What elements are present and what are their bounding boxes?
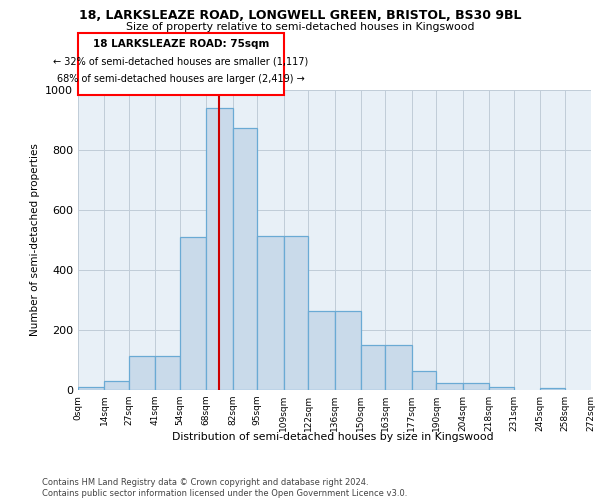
Text: Contains HM Land Registry data © Crown copyright and database right 2024.
Contai: Contains HM Land Registry data © Crown c… (42, 478, 407, 498)
Bar (361, 345, 385, 390)
Bar (257, 236, 284, 390)
Bar (335, 310, 361, 390)
Bar (385, 345, 412, 390)
Bar (233, 128, 257, 390)
Text: 18 LARKSLEAZE ROAD: 75sqm: 18 LARKSLEAZE ROAD: 75sqm (92, 38, 269, 48)
Bar (412, 370, 436, 390)
Bar (104, 381, 129, 390)
Bar (180, 237, 206, 390)
Bar (78, 387, 104, 390)
Text: Size of property relative to semi-detached houses in Kingswood: Size of property relative to semi-detach… (126, 22, 474, 32)
Bar (206, 108, 233, 390)
Text: 18, LARKSLEAZE ROAD, LONGWELL GREEN, BRISTOL, BS30 9BL: 18, LARKSLEAZE ROAD, LONGWELL GREEN, BRI… (79, 9, 521, 22)
Bar (463, 382, 489, 390)
Bar (284, 236, 308, 390)
Bar (155, 356, 180, 390)
Bar (129, 356, 155, 390)
Text: ← 32% of semi-detached houses are smaller (1,117): ← 32% of semi-detached houses are smalle… (53, 56, 308, 66)
Bar (540, 388, 565, 390)
Bar (489, 387, 514, 390)
Y-axis label: Number of semi-detached properties: Number of semi-detached properties (29, 144, 40, 336)
Text: Distribution of semi-detached houses by size in Kingswood: Distribution of semi-detached houses by … (172, 432, 494, 442)
Text: 68% of semi-detached houses are larger (2,419) →: 68% of semi-detached houses are larger (… (57, 74, 305, 84)
Bar (436, 382, 463, 390)
Bar (308, 310, 335, 390)
